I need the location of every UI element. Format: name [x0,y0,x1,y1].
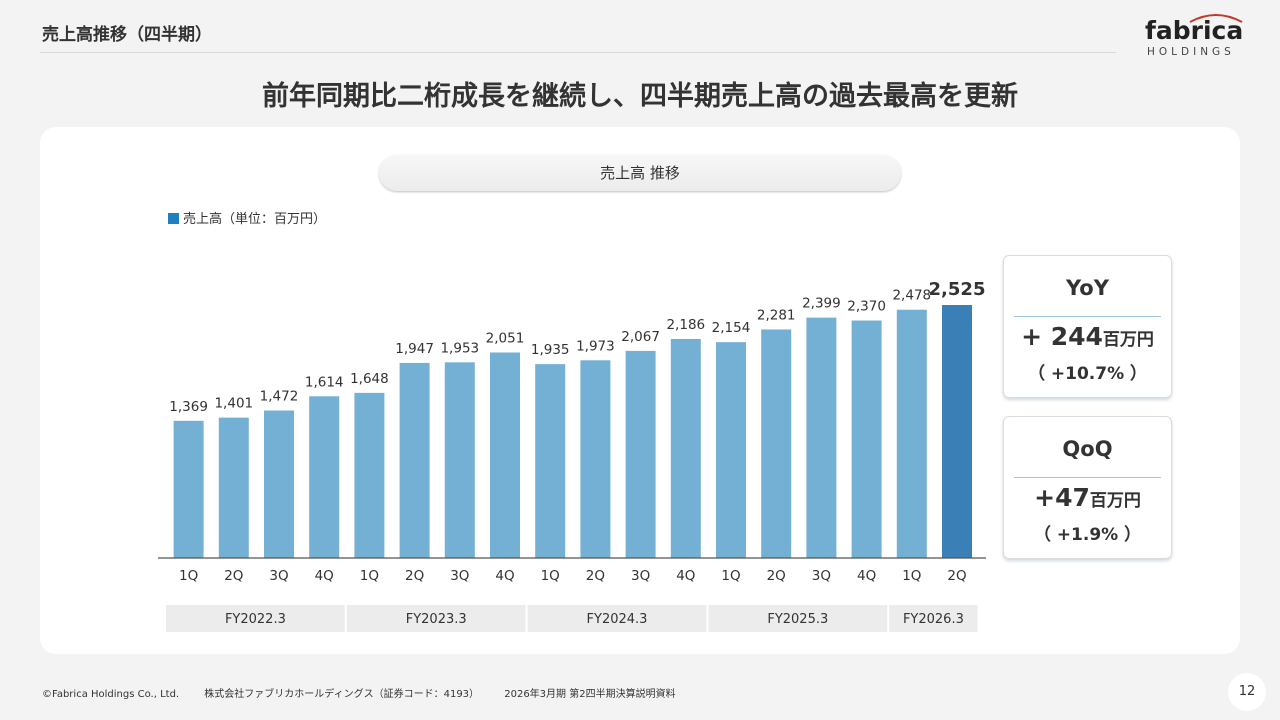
bar-5 [354,392,385,558]
bar-8 [490,352,520,558]
data-label-6: 1,947 [395,341,434,357]
logo-subtitle: HOLDINGS [1147,46,1235,58]
data-label-11: 2,067 [621,329,660,345]
footer-company: 株式会社ファブリカホールディングス（証券コード：4193） [204,689,480,700]
chart-legend: 売上高（単位：百万円） [168,208,326,227]
bar-17 [896,309,927,558]
x-tick-6: 2Q [405,568,424,584]
qoq-unit: 百万円 [1089,491,1141,511]
x-tick-2: 2Q [224,568,243,584]
qoq-card: QoQ +47百万円 （ +1.9% ） [1003,416,1172,559]
bar-11 [625,350,656,558]
fiscal-year-label-2: FY2023.3 [406,612,467,627]
bar-18 [942,305,972,558]
fiscal-year-label-5: FY2026.3 [903,612,964,627]
bar-13 [716,342,746,558]
x-tick-16: 4Q [857,568,876,584]
fiscal-year-box-1 [166,605,345,632]
data-label-1: 1,369 [169,399,208,415]
data-label-2: 1,401 [214,396,253,412]
yoy-amount-row: + 244百万円 [1004,322,1171,351]
data-label-3: 1,472 [260,389,299,405]
logo-wordmark: fabrica [1145,16,1244,45]
chart-title-pill: 売上高 推移 [379,155,901,191]
x-tick-7: 3Q [450,568,469,584]
data-label-12: 2,186 [666,317,705,333]
footer-document: 2026年3月期 第2四半期決算説明資料 [504,689,676,700]
bar-7 [444,362,475,558]
data-label-18: 2,525 [929,279,986,300]
yoy-percent: （ +10.7% ） [1027,364,1148,384]
x-tick-13: 1Q [721,568,740,584]
fiscal-year-label-3: FY2024.3 [587,612,648,627]
data-label-13: 2,154 [712,320,751,336]
data-label-10: 1,973 [576,338,615,354]
section-title: 売上高推移（四半期） [42,25,212,45]
footer: ©Fabrica Holdings Co., Ltd. 株式会社ファブリカホール… [42,685,698,700]
qoq-amount: +47 [1034,483,1090,512]
yoy-card: YoY + 244百万円 （ +10.7% ） [1003,255,1172,398]
data-label-17: 2,478 [892,288,931,304]
x-tick-8: 4Q [495,568,514,584]
fiscal-year-box-2 [346,605,526,632]
x-tick-1: 1Q [179,568,198,584]
bar-10 [580,360,611,558]
data-label-16: 2,370 [847,299,886,315]
qoq-amount-row: +47百万円 [1004,483,1171,512]
bar-9 [535,364,566,558]
legend-swatch [168,213,179,224]
page-headline: 前年同期比二桁成長を継続し、四半期売上高の過去最高を更新 [262,81,1018,112]
yoy-title: YoY [1066,276,1109,300]
data-label-5: 1,648 [350,371,389,387]
bar-12 [670,338,701,558]
qoq-divider [1014,477,1161,478]
x-tick-17: 1Q [902,568,921,584]
x-tick-10: 2Q [586,568,605,584]
company-logo: fabrica HOLDINGS [1140,10,1244,62]
fiscal-year-label-4: FY2025.3 [767,612,828,627]
bar-16 [851,320,882,558]
fiscal-year-box-4 [708,605,888,632]
x-tick-5: 1Q [360,568,379,584]
data-label-14: 2,281 [757,307,796,323]
x-tick-4: 4Q [315,568,334,584]
qoq-title: QoQ [1062,437,1113,461]
bar-2 [218,417,249,558]
x-tick-18: 2Q [947,568,966,584]
bar-6 [399,362,430,558]
footer-copyright: ©Fabrica Holdings Co., Ltd. [42,689,180,700]
page-number: 12 [1228,673,1266,711]
data-label-8: 2,051 [486,330,525,346]
bar-4 [309,396,340,558]
data-label-9: 1,935 [531,342,570,358]
fiscal-year-label-1: FY2022.3 [225,612,286,627]
qoq-percent: （ +1.9% ） [1033,525,1142,545]
x-tick-11: 3Q [631,568,650,584]
bar-15 [806,317,837,558]
fiscal-year-box-5 [889,605,978,632]
yoy-amount: + 244 [1021,322,1103,351]
fiscal-year-box-3 [527,605,707,632]
logo-arc-icon [1189,14,1243,23]
x-tick-3: 3Q [269,568,288,584]
x-tick-15: 3Q [812,568,831,584]
bar-14 [761,329,792,558]
bar-3 [264,410,294,558]
header-divider [40,52,1116,53]
x-tick-12: 4Q [676,568,695,584]
bar-1 [173,420,204,558]
data-label-15: 2,399 [802,296,841,312]
yoy-divider [1014,316,1161,317]
x-tick-14: 2Q [767,568,786,584]
yoy-unit: 百万円 [1102,330,1154,350]
legend-label: 売上高（単位：百万円） [183,212,327,227]
data-label-4: 1,614 [305,374,344,390]
data-label-7: 1,953 [440,340,479,356]
x-tick-9: 1Q [541,568,560,584]
